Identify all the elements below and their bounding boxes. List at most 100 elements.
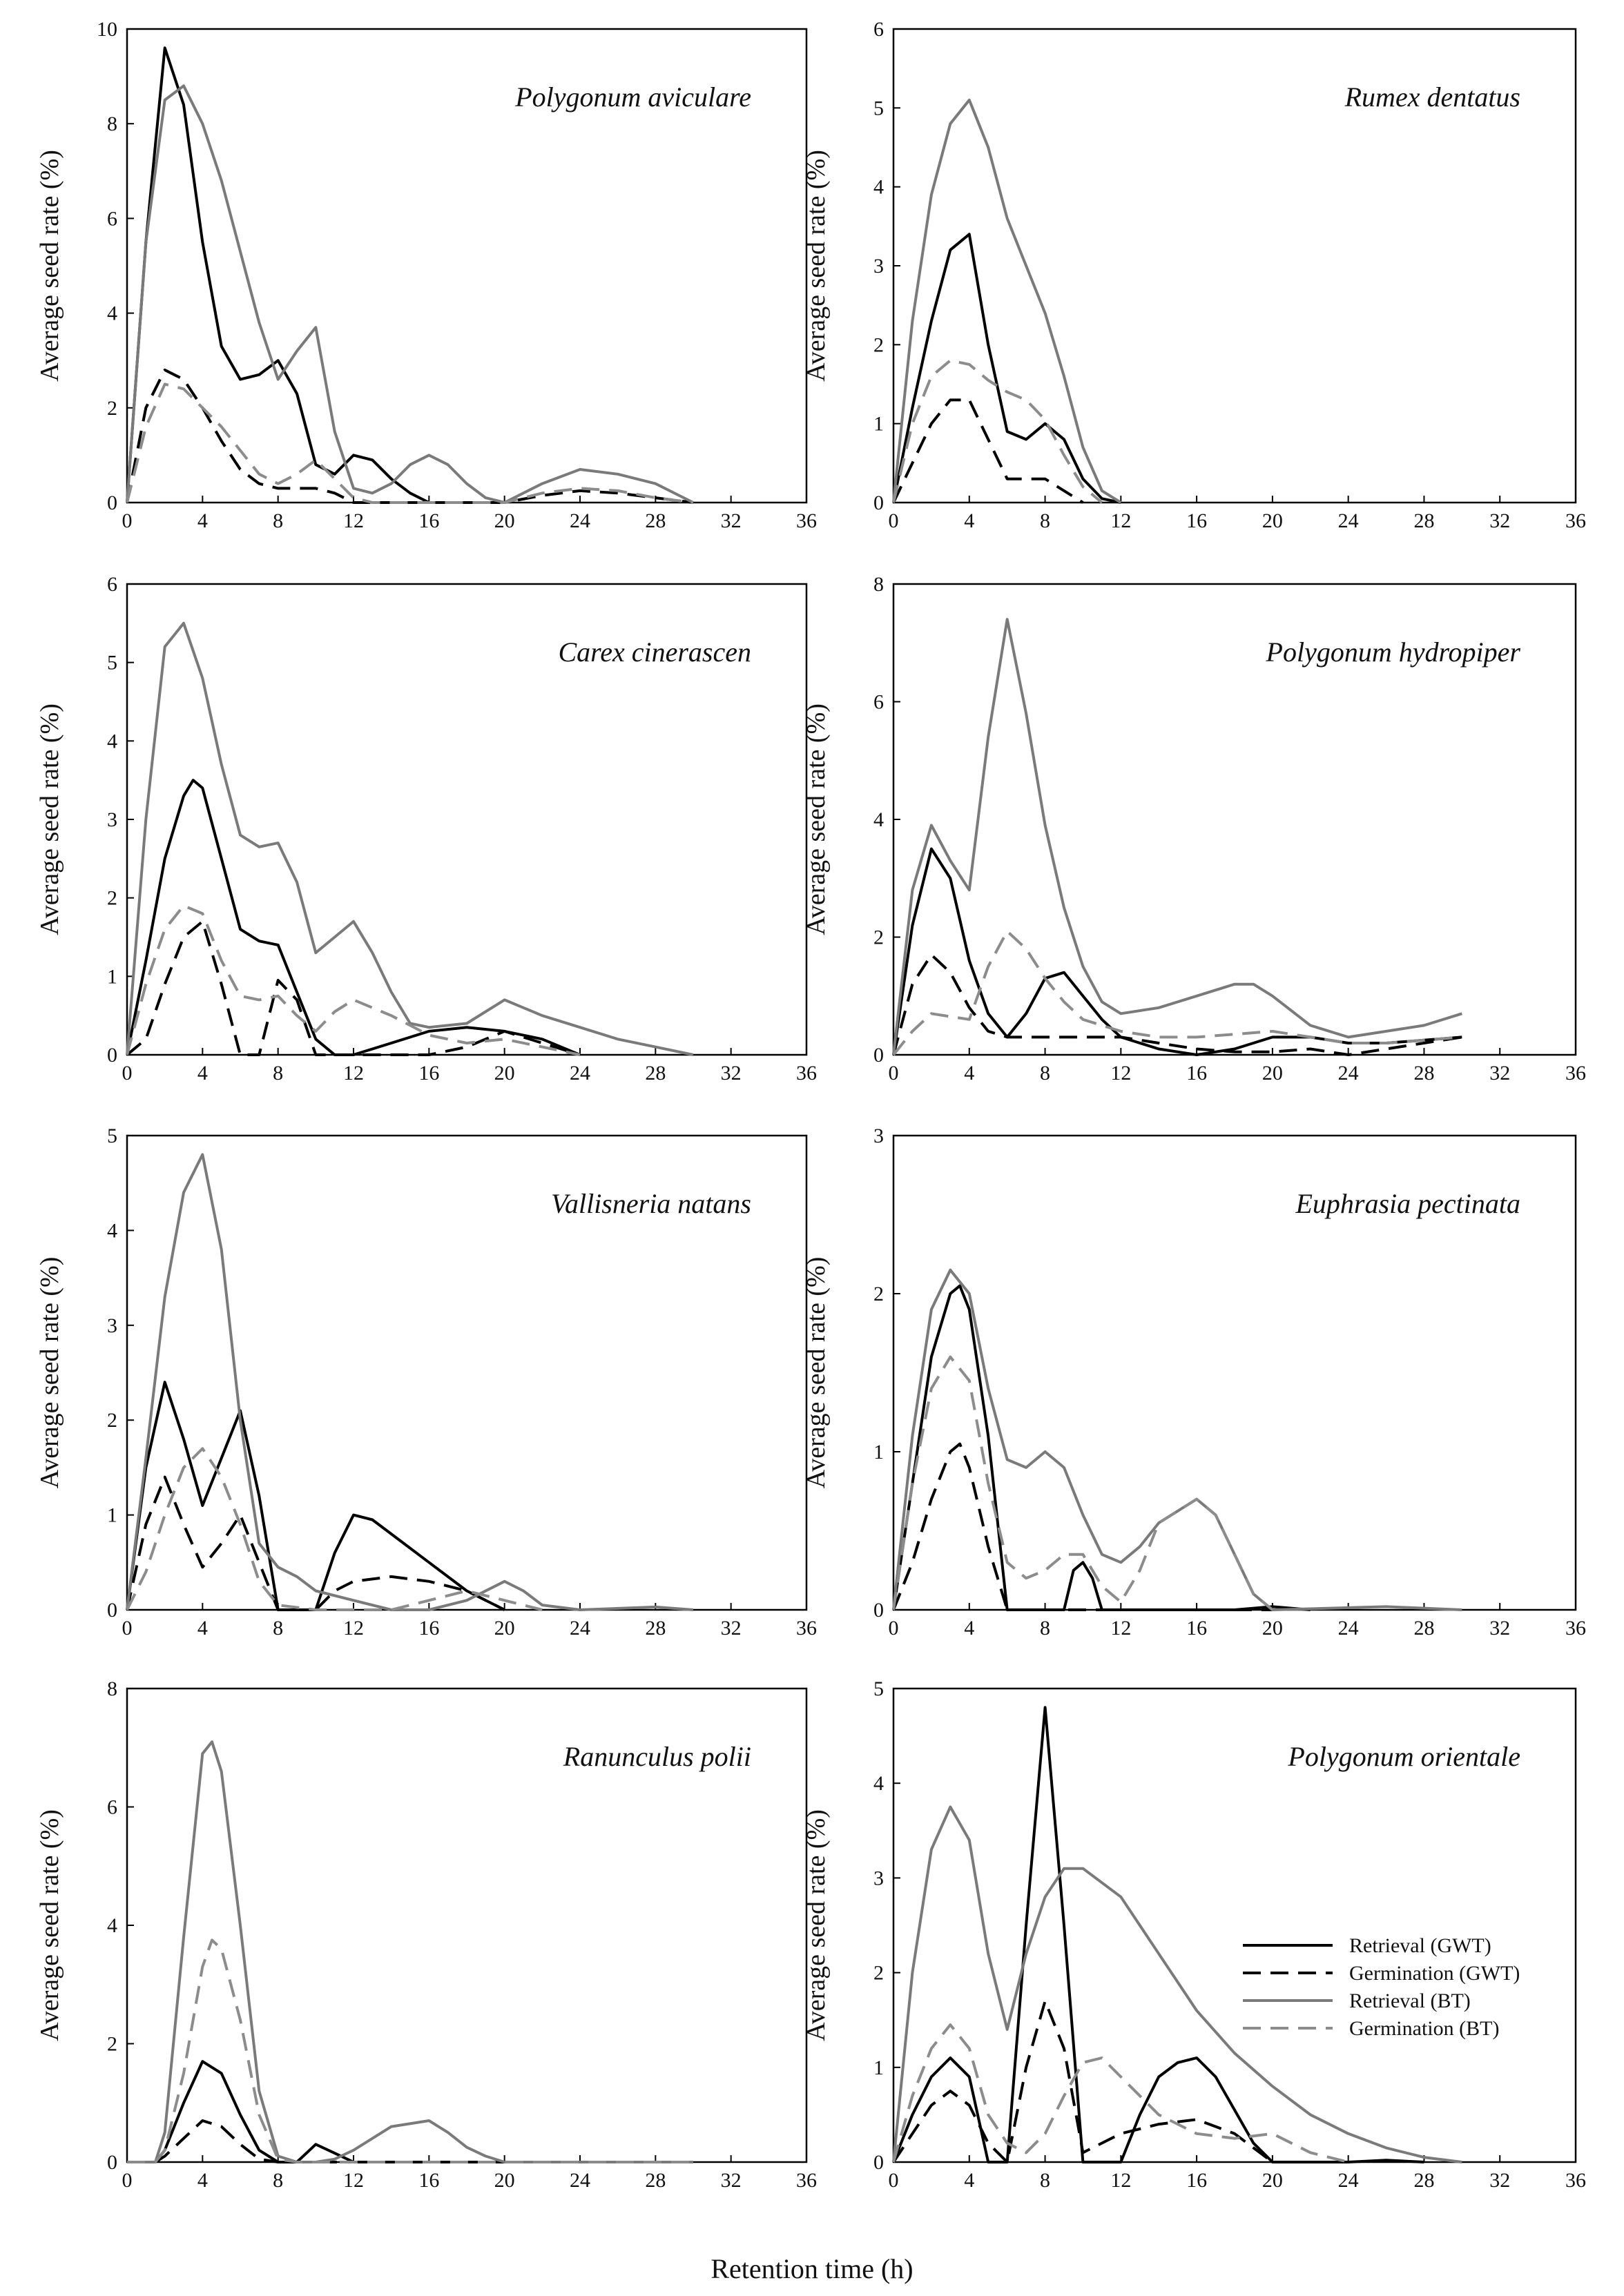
y-tick-label: 4 bbox=[107, 1219, 117, 1242]
x-tick-label: 36 bbox=[1565, 509, 1586, 532]
y-axis-labels: Average seed rate (%) Average seed rate (… bbox=[35, 150, 831, 2041]
x-tick-label: 12 bbox=[343, 2169, 364, 2192]
series-germination-bt bbox=[127, 1938, 693, 2163]
y-tick-label: 1 bbox=[107, 965, 117, 988]
y-tick-label: 6 bbox=[107, 1796, 117, 1819]
x-tick-label: 32 bbox=[721, 1617, 742, 1640]
y-tick-label: 8 bbox=[873, 573, 884, 596]
x-tick-label: 8 bbox=[273, 1617, 283, 1640]
y-tick-label: 1 bbox=[873, 1441, 884, 1463]
x-tick-label: 0 bbox=[122, 1062, 133, 1084]
x-tick-label: 4 bbox=[197, 2169, 208, 2192]
y-tick-label: 1 bbox=[107, 1504, 117, 1527]
y-tick-label: 3 bbox=[873, 255, 884, 278]
series-germination-gwt bbox=[127, 2119, 693, 2163]
legend-label: Germination (BT) bbox=[1349, 2017, 1499, 2040]
y-axis-label: Average seed rate (%) bbox=[802, 1257, 831, 1489]
x-tick-label: 24 bbox=[570, 509, 590, 532]
y-tick-label: 2 bbox=[873, 926, 884, 949]
x-tick-label: 28 bbox=[1413, 1617, 1434, 1640]
x-tick-label: 4 bbox=[197, 1062, 208, 1084]
x-tick-label: 24 bbox=[1338, 2169, 1359, 2192]
y-tick-label: 1 bbox=[873, 2056, 884, 2079]
y-tick-label: 0 bbox=[107, 1599, 117, 1622]
x-tick-label: 28 bbox=[645, 2169, 666, 2192]
x-tick-label: 0 bbox=[122, 1617, 133, 1640]
x-tick-label: 28 bbox=[1413, 1062, 1434, 1084]
x-tick-label: 16 bbox=[1186, 2169, 1207, 2192]
x-tick-label: 8 bbox=[273, 509, 283, 532]
series-germination-bt bbox=[892, 1355, 1274, 1611]
series-retrieval-bt bbox=[892, 1268, 1462, 1611]
panel-title: Ranunculus polii bbox=[563, 1741, 751, 1772]
series-retrieval-bt bbox=[892, 1805, 1462, 2163]
y-tick-label: 6 bbox=[873, 691, 884, 714]
series-retrieval-bt bbox=[126, 621, 694, 1056]
legend: Retrieval (GWT) Germination (GWT) Retrieva… bbox=[1243, 1934, 1520, 2040]
y-tick-label: 5 bbox=[873, 1677, 884, 1700]
y-tick-label: 2 bbox=[107, 1409, 117, 1432]
series-retrieval-bt bbox=[892, 618, 1462, 1055]
x-tick-label: 24 bbox=[570, 1062, 590, 1084]
x-tick-label: 20 bbox=[1262, 1617, 1283, 1640]
series-germination-bt bbox=[892, 359, 1103, 504]
y-axis-label: Average seed rate (%) bbox=[35, 150, 64, 382]
x-tick-label: 20 bbox=[494, 1062, 515, 1084]
x-tick-label: 20 bbox=[1262, 509, 1283, 532]
x-tick-label: 20 bbox=[494, 509, 515, 532]
y-tick-label: 0 bbox=[107, 1044, 117, 1067]
y-tick-label: 0 bbox=[873, 2151, 884, 2174]
series-retrieval-bt bbox=[127, 1740, 693, 2163]
x-tick-label: 36 bbox=[796, 509, 817, 532]
series-retrieval-bt bbox=[892, 98, 1122, 504]
y-tick-label: 5 bbox=[107, 652, 117, 674]
x-tick-label: 8 bbox=[1040, 2169, 1050, 2192]
y-axis-label: Average seed rate (%) bbox=[35, 703, 64, 935]
y-tick-label: 0 bbox=[873, 1044, 884, 1067]
x-tick-label: 36 bbox=[1565, 1617, 1586, 1640]
series-germination-bt bbox=[892, 2023, 1349, 2163]
x-tick-label: 32 bbox=[1489, 1617, 1510, 1640]
y-axis-label: Average seed rate (%) bbox=[802, 703, 831, 935]
y-axis-label: Average seed rate (%) bbox=[802, 150, 831, 382]
x-tick-label: 24 bbox=[1338, 1062, 1359, 1084]
y-tick-label: 2 bbox=[873, 1283, 884, 1305]
y-axis-label: Average seed rate (%) bbox=[35, 1809, 64, 2041]
x-tick-label: 8 bbox=[1040, 1617, 1050, 1640]
series-germination-gwt bbox=[892, 953, 1462, 1056]
x-tick-label: 36 bbox=[796, 1617, 817, 1640]
panel-title: Carex cinerascen bbox=[558, 636, 751, 668]
x-tick-label: 36 bbox=[1565, 1062, 1586, 1084]
y-tick-label: 4 bbox=[107, 302, 117, 325]
series-retrieval-bt bbox=[126, 1153, 694, 1611]
x-tick-label: 32 bbox=[1489, 509, 1510, 532]
y-tick-label: 0 bbox=[107, 2151, 117, 2174]
series-retrieval-gwt bbox=[126, 779, 581, 1056]
x-tick-label: 24 bbox=[1338, 509, 1359, 532]
x-tick-label: 24 bbox=[570, 2169, 590, 2192]
y-tick-label: 8 bbox=[107, 113, 117, 135]
y-tick-label: 0 bbox=[107, 492, 117, 514]
y-tick-label: 6 bbox=[107, 207, 117, 230]
y-tick-label: 3 bbox=[107, 808, 117, 831]
x-tick-label: 16 bbox=[1186, 1062, 1207, 1084]
y-tick-label: 4 bbox=[873, 808, 884, 831]
panel-title: Polygonum aviculare bbox=[514, 81, 751, 113]
x-tick-label: 16 bbox=[418, 509, 439, 532]
x-tick-label: 4 bbox=[197, 509, 208, 532]
y-tick-label: 4 bbox=[873, 176, 884, 199]
series-germination-gwt bbox=[892, 1442, 1273, 1611]
x-tick-label: 8 bbox=[1040, 509, 1050, 532]
plot-frame bbox=[892, 1687, 1577, 2163]
series-germination-gwt bbox=[892, 1999, 1274, 2163]
x-tick-label: 20 bbox=[1262, 1062, 1283, 1084]
x-tick-label: 20 bbox=[1262, 2169, 1283, 2192]
x-tick-label: 0 bbox=[122, 509, 133, 532]
series-germination-gwt bbox=[892, 398, 1084, 504]
x-tick-label: 16 bbox=[418, 1062, 439, 1084]
